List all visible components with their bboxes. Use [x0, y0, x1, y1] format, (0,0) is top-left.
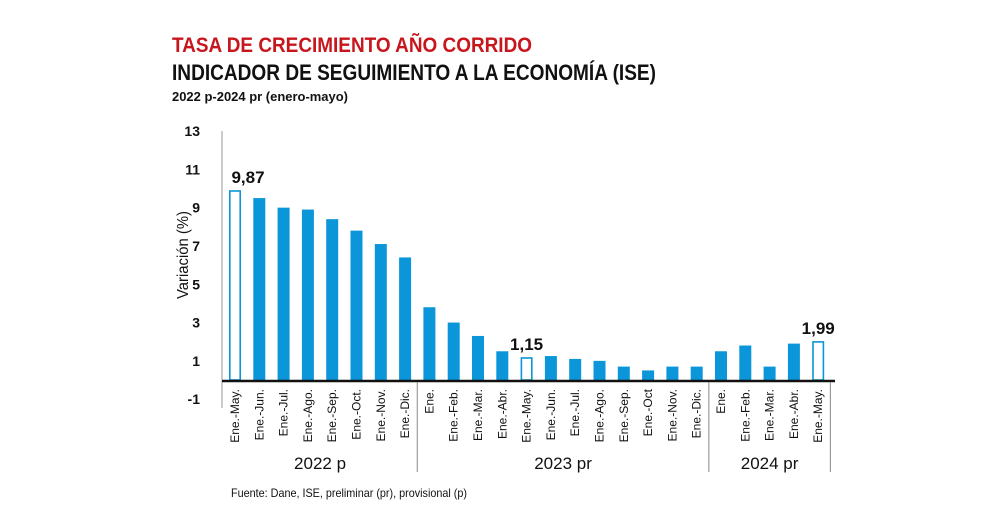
source-note: Fuente: Dane, ISE, preliminar (pr), prov… [231, 486, 467, 500]
x-tick-label: Ene.-Nov. [665, 389, 679, 441]
x-tick-label: Ene.-May. [520, 389, 534, 443]
bar-22 [763, 366, 776, 380]
x-tick-label: Ene.-Sep. [617, 389, 631, 442]
x-tick-label: Ene.-Oct. [350, 389, 364, 440]
bar-20 [715, 351, 727, 380]
x-tick-label: Ene.-Feb. [738, 389, 752, 442]
y-tick-label: 11 [185, 161, 200, 177]
x-tick-label: Ene.-Abr. [495, 389, 509, 439]
y-tick-label: 9 [192, 200, 200, 216]
bar-9 [447, 322, 460, 380]
x-tick-label: Ene.-Feb. [447, 389, 461, 442]
y-tick-label: 3 [192, 315, 200, 331]
x-tick-label: Ene.-Ago. [301, 389, 315, 442]
x-tick-label: Ene.-Abr. [787, 389, 801, 439]
data-label: 1,15 [510, 335, 543, 354]
x-tick-label: Ene.-Dic. [690, 389, 704, 438]
bar-10 [472, 335, 484, 380]
x-tick-label: Ene.-Jun. [252, 389, 266, 440]
x-tick-label: Ene.-Oct [641, 388, 655, 436]
y-tick-label: 7 [192, 238, 200, 254]
bar-18 [666, 366, 679, 380]
bar-6 [374, 244, 387, 380]
bar-15 [593, 360, 606, 380]
x-tick-label: Ene.-Mar. [471, 389, 485, 441]
group-label: 2024 pr [741, 454, 799, 473]
bar-14 [569, 358, 582, 380]
y-tick-label: -1 [188, 391, 201, 407]
x-tick-label: Ene.-Jul. [277, 389, 291, 436]
x-tick-label: Ene.-Mar. [763, 389, 777, 441]
bar-5 [350, 230, 363, 380]
data-label: 9,87 [231, 168, 264, 187]
bar-1 [253, 198, 266, 380]
bar-13 [544, 356, 557, 380]
y-tick-label: 5 [192, 276, 200, 292]
x-tick-label: Ene.-Jun. [544, 389, 558, 440]
chart-title: TASA DE CRECIMIENTO AÑO CORRIDO [172, 34, 532, 57]
group-label: 2022 p [294, 454, 346, 473]
group-label: 2023 pr [534, 454, 592, 473]
y-tick-label: 13 [184, 123, 200, 139]
y-axis-label: Variación (%) [175, 211, 192, 299]
bar-7 [399, 257, 412, 380]
x-tick-label: Ene.-Jul. [568, 389, 582, 436]
bar-19 [690, 366, 703, 380]
x-tick-label: Ene.-Nov. [374, 389, 388, 441]
bar-23 [787, 343, 800, 380]
bar-24 [812, 341, 825, 381]
x-tick-label: Ene.-Dic. [398, 389, 412, 438]
x-tick-label: Ene.-Sep. [325, 389, 339, 442]
x-tick-label: Ene. [422, 389, 436, 414]
x-tick-label: Ene.-May. [811, 389, 825, 443]
bar-17 [642, 370, 655, 380]
bar-0 [229, 190, 242, 381]
y-tick-label: 1 [192, 353, 200, 369]
bar-3 [301, 209, 314, 380]
bar-8 [423, 307, 436, 380]
bar-4 [326, 219, 339, 380]
data-label: 1,99 [802, 319, 835, 338]
bar-21 [739, 345, 752, 380]
bar-16 [617, 366, 630, 380]
chart-subtitle: INDICADOR DE SEGUIMIENTO A LA ECONOMÍA (… [172, 60, 656, 85]
x-tick-label: Ene.-Ago. [593, 389, 607, 442]
bar-12 [520, 357, 533, 381]
bar-11 [496, 351, 509, 380]
bar-2 [277, 207, 290, 380]
chart-period: 2022 p-2024 pr (enero-mayo) [172, 89, 348, 104]
x-tick-label: Ene. [714, 389, 728, 414]
x-tick-label: Ene.-May. [228, 389, 242, 443]
